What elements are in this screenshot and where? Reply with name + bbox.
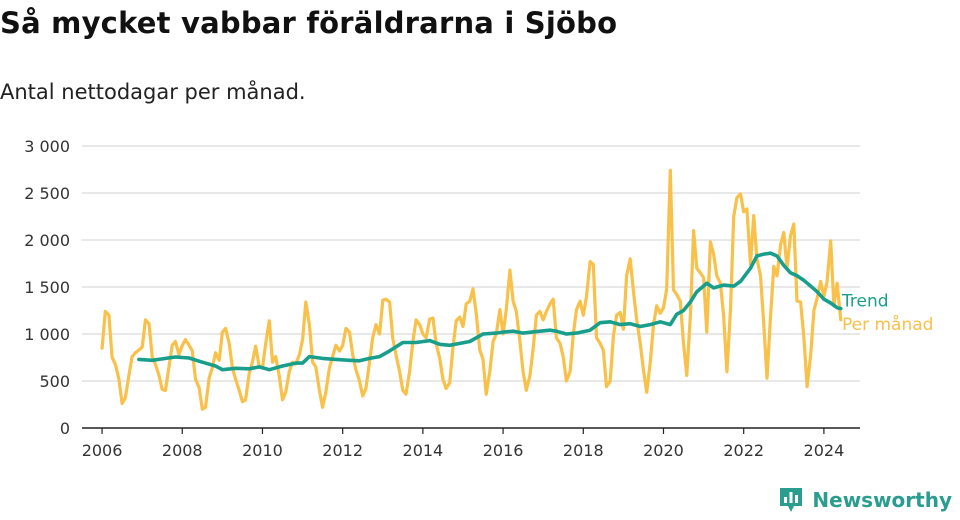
y-tick-label: 2 000 xyxy=(24,231,70,250)
chart-subtitle: Antal nettodagar per månad. xyxy=(0,80,306,104)
x-axis: 2006 2008 2010 2012 2014 2016 2018 2020 2022 2024 xyxy=(82,427,860,460)
y-axis: 0 500 1 000 1 500 2 000 2 500 3 000 xyxy=(24,137,70,438)
x-tick-label: 2022 xyxy=(723,441,764,460)
gridlines xyxy=(82,145,860,382)
series-label-per-m-nad: Per månad xyxy=(842,314,933,335)
series-line-per-m-nad xyxy=(100,168,843,411)
series-lines xyxy=(100,168,843,411)
series-label-trend: Trend xyxy=(841,292,889,312)
chart-title: Så mycket vabbar föräldrarna i Sjöbo xyxy=(0,6,618,40)
y-tick-label: 1 000 xyxy=(24,325,70,344)
x-tick-label: 2014 xyxy=(403,441,444,460)
y-tick-label: 2 500 xyxy=(24,184,70,203)
brand-name: Newsworthy xyxy=(812,488,952,512)
x-tick-label: 2008 xyxy=(162,441,203,460)
y-tick-label: 3 000 xyxy=(24,137,70,156)
series-line-trend xyxy=(137,251,843,372)
bar-chart-logo-icon xyxy=(780,488,803,512)
x-tick-label: 2020 xyxy=(643,441,684,460)
x-tick-label: 2006 xyxy=(82,441,123,460)
y-tick-label: 0 xyxy=(60,419,70,438)
y-tick-label: 1 500 xyxy=(24,278,70,297)
x-tick-label: 2010 xyxy=(242,441,283,460)
y-tick-label: 500 xyxy=(39,372,70,391)
brand-logo: Newsworthy xyxy=(778,486,952,514)
x-tick-label: 2024 xyxy=(804,441,845,460)
x-tick-label: 2012 xyxy=(322,441,363,460)
x-tick-label: 2018 xyxy=(563,441,604,460)
x-tick-label: 2016 xyxy=(483,441,524,460)
